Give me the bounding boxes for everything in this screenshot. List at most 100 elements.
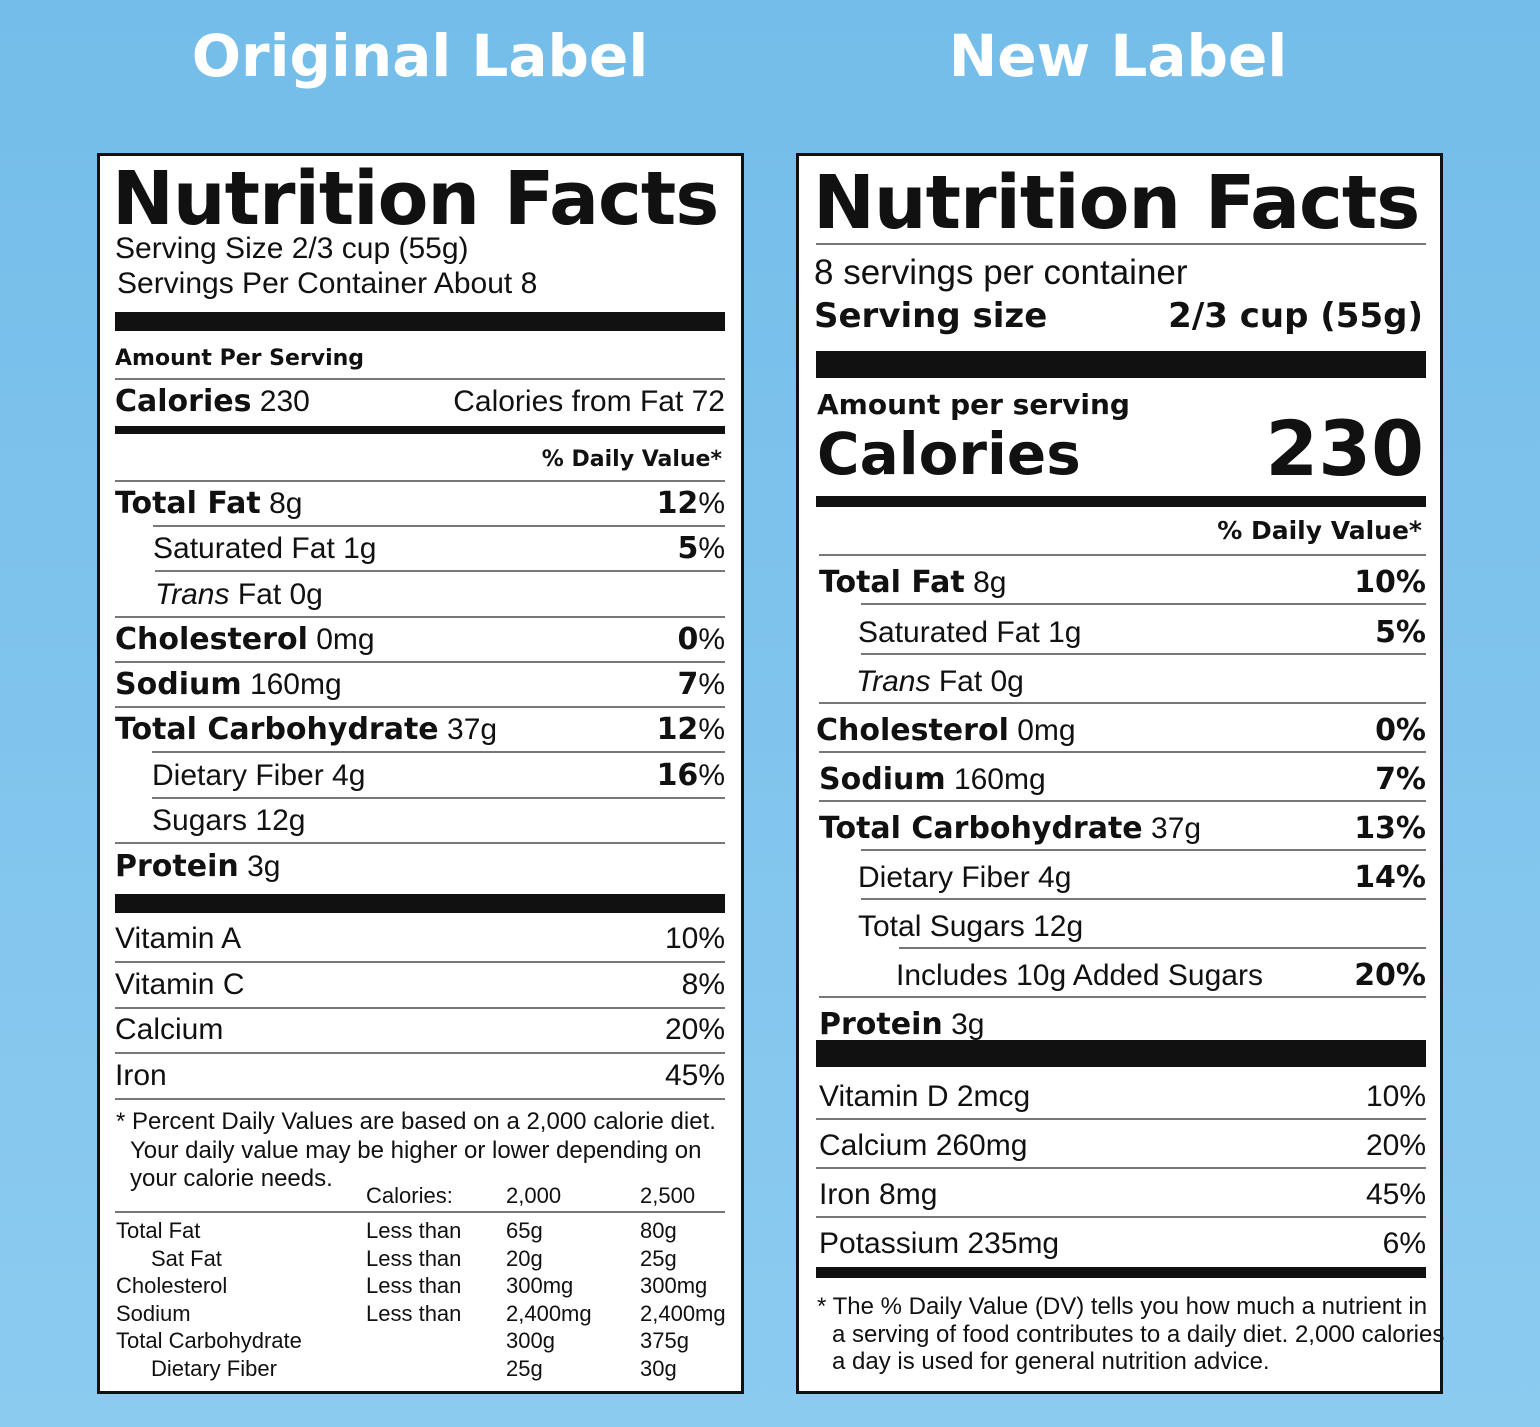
- serving-size-value: 2/3 cup (55g): [1168, 296, 1423, 336]
- nutrient-amount: 0mg: [1017, 714, 1076, 747]
- nutrient-label: Sugars 12g: [152, 804, 305, 838]
- original-nutrition-label: Nutrition Facts Serving Size 2/3 cup (55…: [97, 153, 744, 1394]
- vitamin-row: Potassium 235mg 6%: [816, 1216, 1426, 1265]
- nutrient-name: Cholesterol: [115, 622, 308, 657]
- footnote-value-2500: 80g: [640, 1218, 677, 1243]
- nutrient-name: Saturated Fat 1g: [153, 532, 377, 565]
- nutrient-daily-value: 0%: [1375, 713, 1426, 748]
- vitamin-daily-value: 45%: [1365, 1178, 1426, 1211]
- new-nutrition-label: Nutrition Facts 8 servings per container…: [796, 153, 1445, 1394]
- footnote-nutrient: Total Fat: [116, 1218, 201, 1243]
- nutrient-label: Saturated Fat 1g: [153, 532, 376, 566]
- nutrient-daily-value: 5%: [677, 531, 725, 566]
- nutrient-amount: 37g: [447, 713, 498, 746]
- nutrient-daily-value: 14%: [1354, 860, 1426, 895]
- footnote-line-3: your calorie needs.: [130, 1165, 333, 1192]
- vitamin-name: Calcium 260mg: [819, 1129, 1028, 1162]
- nutrient-name: Dietary Fiber 4g: [858, 861, 1072, 894]
- nutrient-label: Protein 3g: [115, 849, 280, 884]
- amount-per-serving: Amount per serving: [817, 388, 1130, 421]
- vitamin-name: Vitamin C: [115, 968, 245, 1001]
- nutrient-row: Sugars 12g: [115, 798, 725, 842]
- divider: [861, 653, 1426, 655]
- divider: [819, 800, 1426, 802]
- nutrient-name: Total Sugars 12g: [858, 910, 1084, 943]
- calories-label: Calories: [115, 384, 252, 419]
- divider: [816, 1167, 1426, 1169]
- vitamin-name: Vitamin A: [115, 922, 242, 955]
- nutrient-row: Saturated Fat 1g 5%: [816, 605, 1426, 654]
- divider: [155, 570, 725, 572]
- vitamin-daily-value: 20%: [664, 1013, 725, 1046]
- divider: [115, 1007, 725, 1009]
- nutrient-amount: 0mg: [316, 623, 375, 656]
- divider: [115, 842, 725, 844]
- medium-divider: [816, 1267, 1426, 1278]
- nutrient-name: Protein: [819, 1007, 943, 1042]
- divider: [816, 1118, 1426, 1120]
- nutrient-daily-value: 12%: [657, 486, 725, 521]
- thick-divider: [816, 1040, 1426, 1067]
- footnote-line-1: * Percent Daily Values are based on a 2,…: [116, 1108, 716, 1135]
- divider: [153, 525, 725, 527]
- footnote-line-2: a serving of food contributes to a daily…: [832, 1321, 1445, 1348]
- nutrient-row: Total Carbohydrate 37g 12%: [115, 707, 725, 751]
- percent-sign: %: [698, 713, 725, 746]
- nutrient-amount: Fat 0g: [237, 578, 323, 611]
- nutrient-name: Total Fat: [115, 486, 261, 521]
- nutrient-row: Cholesterol 0mg 0%: [816, 703, 1426, 752]
- divider: [819, 702, 1426, 704]
- footnote-nutrient: Sodium: [116, 1300, 191, 1326]
- divider: [115, 1098, 725, 1100]
- nutrient-name: Dietary Fiber 4g: [152, 759, 366, 792]
- nutrient-daily-value: 16%: [657, 758, 725, 793]
- nutrient-daily-value: 20%: [1354, 958, 1426, 993]
- divider: [819, 554, 1426, 556]
- nutrient-label: Total Fat 8g: [819, 565, 1006, 600]
- nutrient-row: Total Sugars 12g: [816, 899, 1426, 948]
- nutrient-label: Protein 3g: [819, 1007, 984, 1042]
- divider: [152, 751, 725, 753]
- nutrient-label: Cholesterol 0mg: [115, 622, 375, 657]
- footnote-qualifier: Less than: [366, 1245, 462, 1271]
- footnote-value-2000: 2,400mg: [506, 1300, 592, 1326]
- divider: [115, 1052, 725, 1054]
- footnote-line-2: Your daily value may be higher or lower …: [130, 1137, 702, 1164]
- nutrient-row: Total Carbohydrate 37g 13%: [816, 801, 1426, 850]
- nutrient-label: Trans Fat 0g: [856, 665, 1024, 699]
- footnote-value-2000: 65g: [506, 1218, 543, 1243]
- footnote-line-1: * The % Daily Value (DV) tells you how m…: [817, 1293, 1428, 1320]
- daily-value-header: % Daily Value*: [1217, 516, 1422, 545]
- nutrient-label: Total Carbohydrate 37g: [115, 712, 497, 747]
- daily-value-number: 16: [656, 758, 699, 793]
- thick-divider: [816, 351, 1426, 378]
- footnote-calories-label: Calories:: [366, 1183, 453, 1208]
- nutrient-name: Trans: [856, 665, 931, 698]
- thick-divider: [115, 312, 725, 331]
- nutrient-daily-value: 12%: [657, 712, 725, 747]
- nutrient-name: Total Fat: [819, 565, 965, 600]
- serving-size-label: Serving size: [814, 296, 1048, 336]
- label-title: Nutrition Facts: [112, 156, 719, 242]
- nutrient-amount: 8g: [973, 566, 1007, 599]
- vitamin-daily-value: 6%: [1382, 1227, 1426, 1260]
- divider: [899, 947, 1426, 949]
- nutrient-row: Dietary Fiber 4g 16%: [115, 753, 725, 797]
- footnote-calories-2000: 2,000: [506, 1183, 562, 1208]
- vitamin-name: Iron: [115, 1059, 167, 1092]
- nutrient-amount: 8g: [269, 487, 303, 520]
- vitamin-row: Calcium 260mg 20%: [816, 1118, 1426, 1167]
- nutrient-row: Trans Fat 0g: [115, 572, 725, 616]
- daily-value-header: % Daily Value*: [541, 447, 722, 472]
- footnote-value-2500: 300mg: [640, 1273, 708, 1298]
- daily-value-number: 7: [677, 667, 699, 702]
- footnote-nutrient: Dietary Fiber: [151, 1355, 277, 1381]
- percent-sign: %: [698, 623, 725, 656]
- footnote-value-2000: 20g: [506, 1245, 543, 1271]
- servings-per-container: 8 servings per container: [814, 253, 1188, 292]
- divider: [115, 378, 725, 380]
- nutrient-label: Trans Fat 0g: [155, 578, 323, 612]
- nutrient-daily-value: 5%: [1375, 615, 1426, 650]
- nutrient-label: Cholesterol 0mg: [816, 713, 1076, 748]
- medium-divider: [816, 496, 1426, 507]
